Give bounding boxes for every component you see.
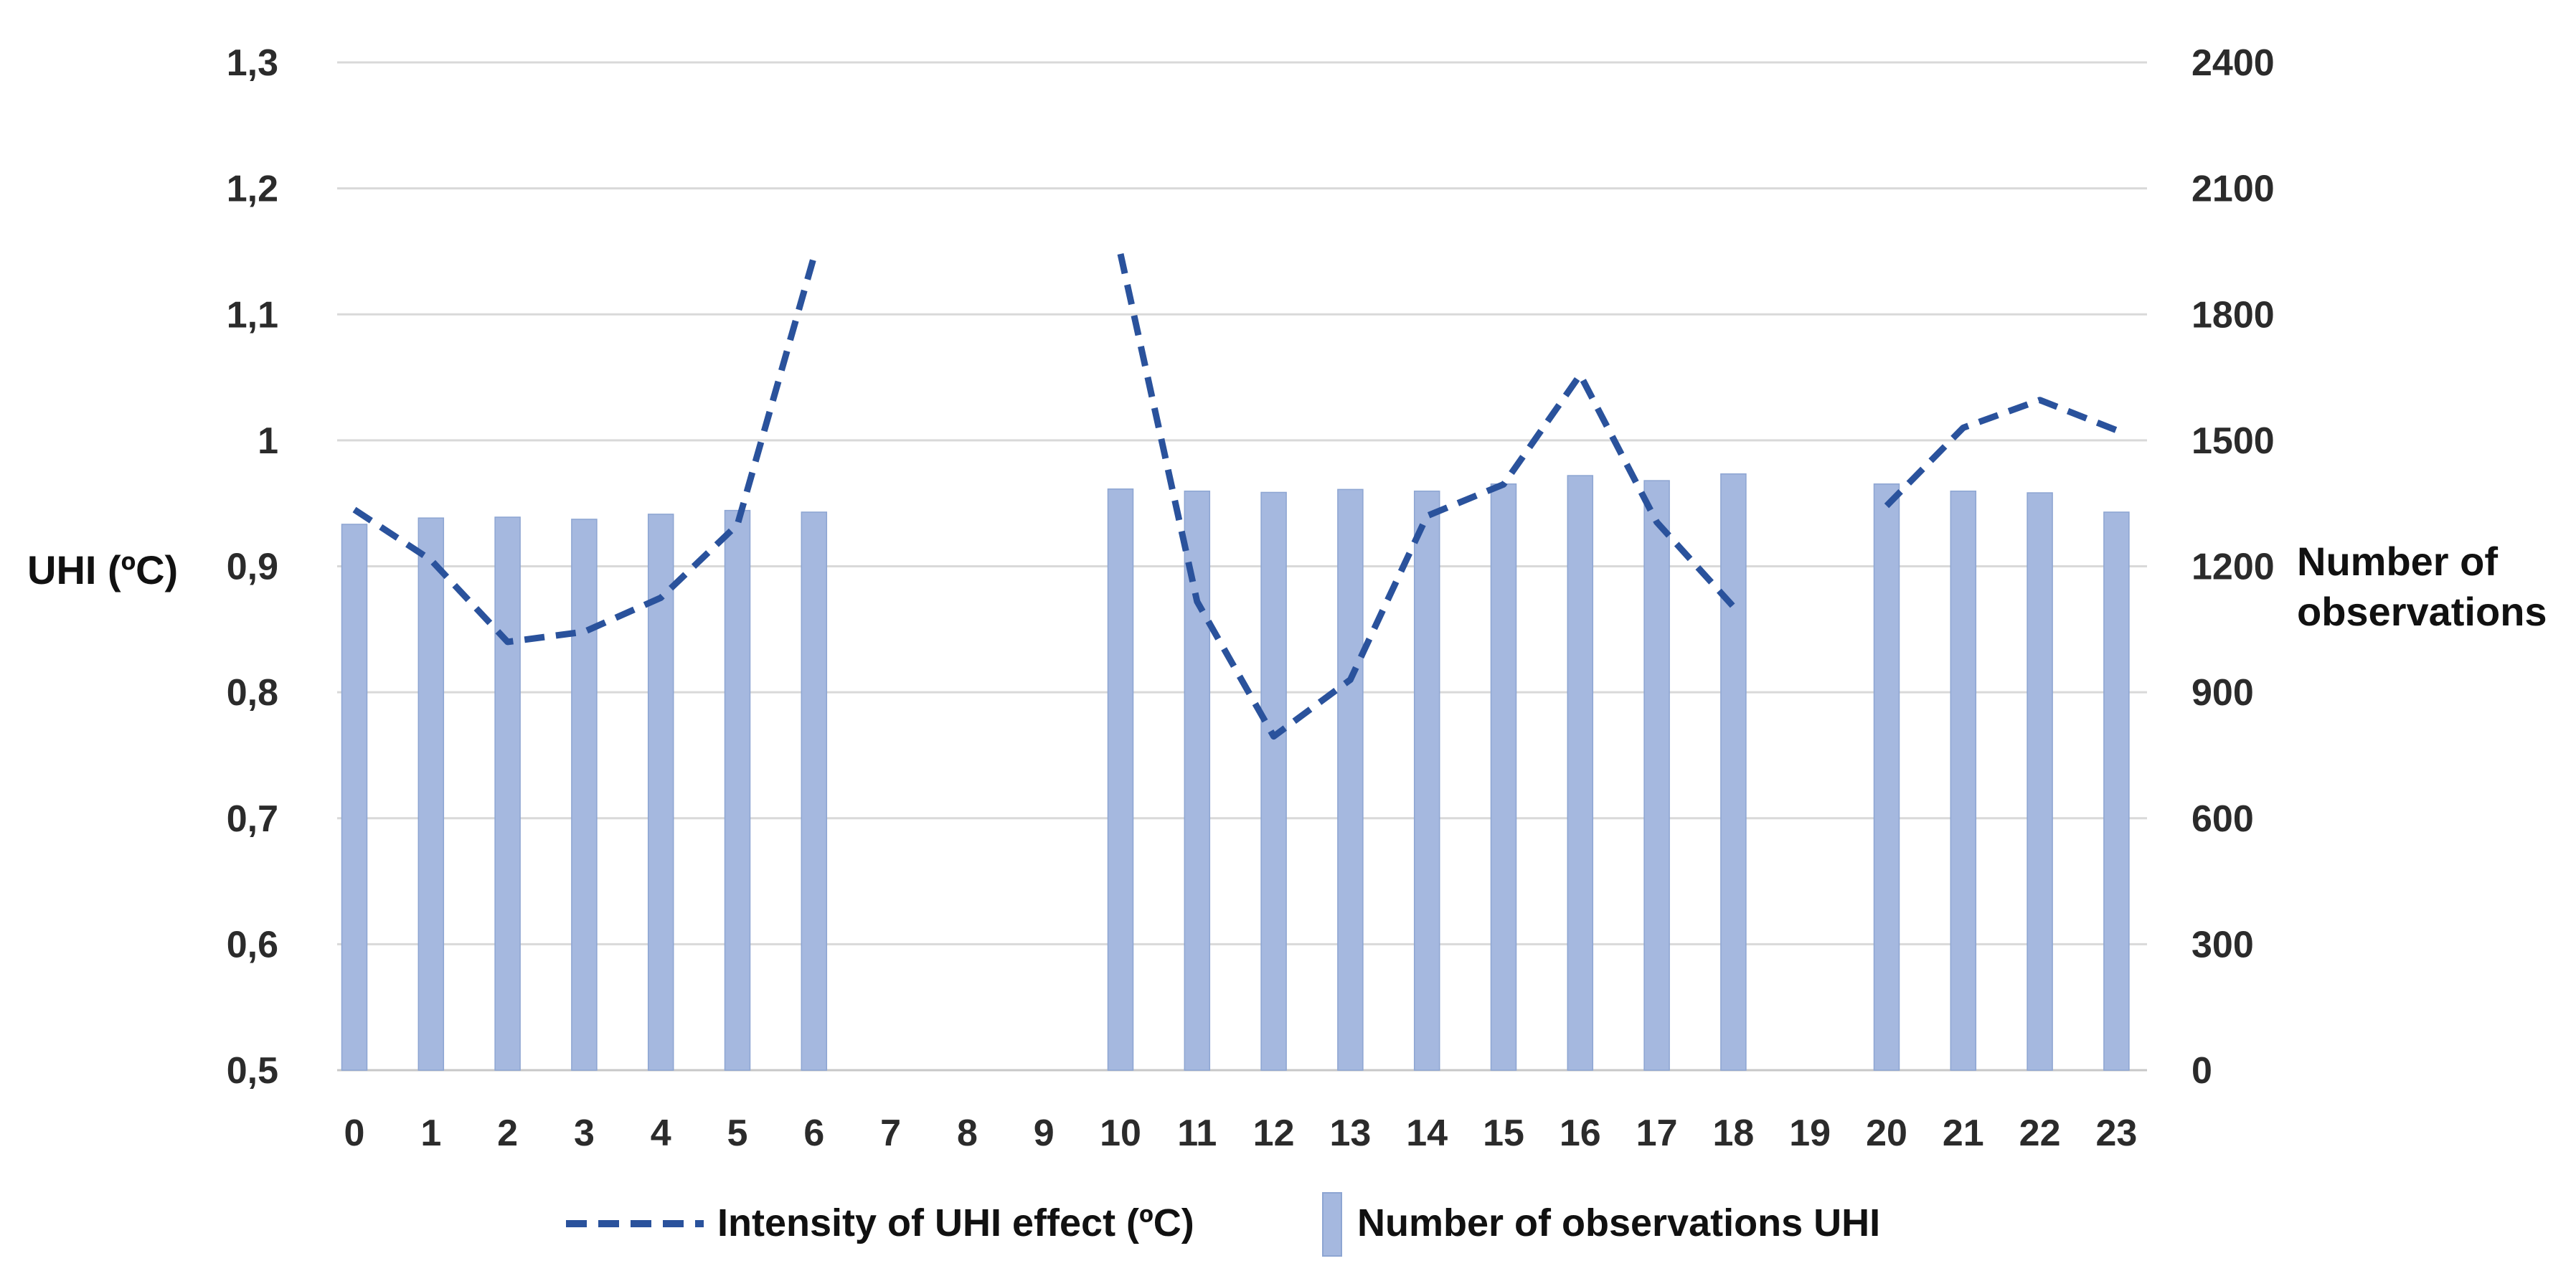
- y-left-tick-label: 1,3: [227, 42, 278, 84]
- x-tick-label: 23: [2095, 1113, 2137, 1154]
- y-right-tick-label: 900: [2192, 672, 2254, 714]
- x-tick-label: 22: [2019, 1113, 2061, 1154]
- bar-observations: [1873, 483, 1900, 1071]
- x-tick-label: 2: [497, 1113, 518, 1154]
- y-right-tick-label: 1800: [2192, 294, 2275, 336]
- y-left-tick-label: 0,7: [227, 798, 278, 840]
- bar-observations: [1337, 488, 1364, 1071]
- y-right-tick-label: 2100: [2192, 169, 2275, 210]
- bar-observations: [2103, 511, 2130, 1071]
- intensity-line: [352, 253, 2118, 740]
- x-tick-label: 10: [1100, 1113, 1141, 1154]
- y-left-tick-label: 1: [258, 420, 278, 462]
- x-tick-label: 17: [1636, 1113, 1678, 1154]
- bar-observations: [647, 514, 674, 1071]
- y-left-tick-label: 1,1: [227, 294, 278, 336]
- bar-observations: [1720, 473, 1747, 1071]
- x-tick-label: 6: [803, 1113, 824, 1154]
- y-left-axis-title: UHI (ºC): [27, 547, 179, 592]
- bar-observations: [1184, 490, 1211, 1071]
- bar-observations: [341, 524, 368, 1071]
- y-left-tick-label: 0,5: [227, 1050, 278, 1092]
- x-tick-label: 9: [1034, 1113, 1055, 1154]
- y-right-tick-label: 300: [2192, 924, 2254, 965]
- bar-observations: [1643, 480, 1670, 1071]
- x-tick-label: 3: [574, 1113, 595, 1154]
- y-right-tick-label: 600: [2192, 798, 2254, 840]
- bar-observations: [1107, 488, 1134, 1071]
- y-right-tick-label: 1500: [2192, 420, 2275, 462]
- x-tick-label: 15: [1483, 1113, 1524, 1154]
- x-tick-label: 12: [1253, 1113, 1295, 1154]
- bar-observations: [801, 511, 828, 1071]
- x-tick-label: 8: [957, 1113, 978, 1154]
- y-left-tick-label: 1,2: [227, 169, 278, 210]
- x-tick-label: 20: [1866, 1113, 1907, 1154]
- y-right-axis-title-line1: Number of: [2297, 539, 2498, 584]
- y-right-tick-label: 0: [2192, 1050, 2212, 1092]
- y-right-axis-title-line2: observations: [2297, 589, 2547, 634]
- legend-label-intensity: Intensity of UHI effect (ºC): [717, 1201, 1194, 1244]
- bar-observations: [1490, 483, 1517, 1071]
- bar-observations: [417, 517, 445, 1071]
- x-tick-label: 7: [880, 1113, 901, 1154]
- bar-observations: [724, 509, 751, 1071]
- y-right-axis-title: Number of observations: [2297, 537, 2547, 637]
- y-left-tick-label: 0,6: [227, 924, 278, 965]
- bar-observations: [2027, 492, 2053, 1071]
- x-tick-label: 0: [344, 1113, 365, 1154]
- bar-observations: [1260, 491, 1287, 1071]
- x-tick-label: 18: [1712, 1113, 1754, 1154]
- x-tick-label: 11: [1177, 1113, 1217, 1154]
- x-tick-label: 1: [420, 1113, 441, 1154]
- bar-observations: [494, 516, 521, 1071]
- legend-label-observations: Number of observations UHI: [1357, 1201, 1881, 1244]
- x-tick-label: 13: [1329, 1113, 1371, 1154]
- x-tick-label: 19: [1789, 1113, 1831, 1154]
- y-left-tick-label: 0,9: [227, 547, 278, 588]
- bar-observations: [1567, 475, 1594, 1071]
- bar-observations: [1950, 490, 1977, 1071]
- legend-dashed-line-swatch: [566, 1220, 704, 1227]
- y-left-tick-label: 0,8: [227, 672, 278, 714]
- bar-observations: [1413, 490, 1440, 1071]
- bar-observations: [571, 519, 598, 1071]
- x-tick-label: 14: [1406, 1113, 1448, 1154]
- y-right-tick-label: 1200: [2192, 547, 2275, 588]
- legend-bar-swatch: [1322, 1192, 1342, 1257]
- x-tick-label: 5: [727, 1113, 748, 1154]
- x-tick-label: 21: [1943, 1113, 1984, 1154]
- y-right-tick-label: 2400: [2192, 42, 2275, 84]
- x-tick-label: 4: [651, 1113, 671, 1154]
- x-tick-label: 16: [1560, 1113, 1601, 1154]
